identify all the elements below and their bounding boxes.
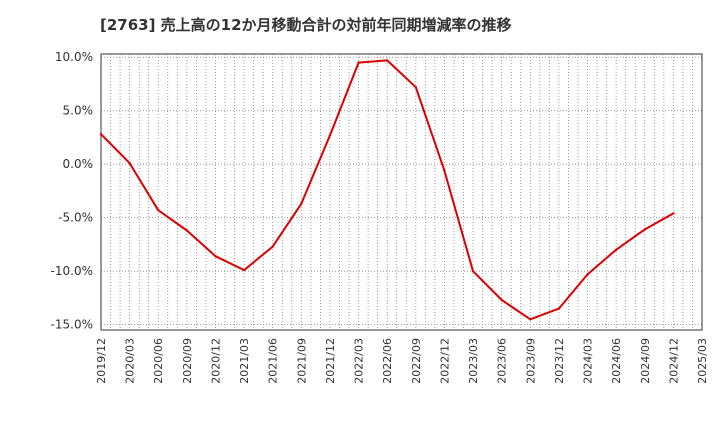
x-tick-label: 2023/03 (467, 338, 480, 384)
y-tick-label: 0.0% (63, 157, 94, 171)
data-point (99, 133, 103, 136)
data-point (300, 202, 303, 205)
x-tick-label: 2021/12 (324, 338, 337, 384)
x-tick-label: 2019/12 (95, 338, 108, 384)
data-point (471, 269, 475, 273)
data-point (128, 161, 131, 165)
x-tick-label: 2025/03 (696, 338, 709, 384)
data-point (385, 59, 389, 62)
x-tick-label: 2024/06 (610, 338, 623, 384)
data-point (586, 273, 589, 276)
data-point (214, 254, 217, 258)
data-point (328, 134, 332, 137)
x-tick-label: 2020/12 (209, 338, 222, 384)
y-tick-label: -15.0% (51, 318, 93, 332)
x-tick-label: 2022/06 (381, 338, 394, 384)
x-tick-label: 2024/12 (667, 338, 680, 384)
x-tick-label: 2023/09 (524, 338, 537, 384)
data-point (672, 212, 675, 215)
x-tick-label: 2021/03 (238, 338, 251, 384)
data-point (500, 298, 503, 302)
y-tick-label: -5.0% (58, 211, 93, 225)
y-tick-label: 5.0% (63, 104, 94, 118)
data-point (185, 229, 189, 232)
plot-border (100, 53, 703, 331)
x-tick-label: 2021/09 (295, 338, 308, 384)
x-tick-label: 2022/09 (410, 338, 423, 384)
x-tick-label: 2021/06 (267, 338, 280, 384)
x-tick-label: 2022/12 (438, 338, 451, 384)
x-tick-label: 2022/03 (353, 338, 366, 384)
data-point (271, 245, 274, 248)
data-point (643, 228, 646, 231)
data-point (357, 61, 360, 64)
plot-area (101, 54, 702, 330)
data-point (614, 248, 618, 251)
data-point (242, 268, 246, 272)
x-tick-label: 2023/06 (496, 338, 509, 384)
data-point (414, 85, 418, 89)
y-tick-label: 10.0% (55, 50, 93, 64)
x-tick-label: 2024/09 (639, 338, 652, 384)
chart-title: [2763] 売上高の12か月移動合計の対前年同期増減率の推移 (100, 16, 512, 34)
x-tick-label: 2023/12 (553, 338, 566, 384)
data-point (443, 169, 446, 172)
data-point (557, 307, 561, 310)
x-tick-label: 2020/03 (124, 338, 137, 384)
x-tick-label: 2020/09 (181, 338, 194, 384)
data-point (157, 208, 160, 212)
data-point (529, 318, 532, 321)
x-tick-label: 2024/03 (582, 338, 595, 384)
x-tick-label: 2020/06 (152, 338, 165, 384)
y-tick-label: -10.0% (51, 264, 93, 278)
